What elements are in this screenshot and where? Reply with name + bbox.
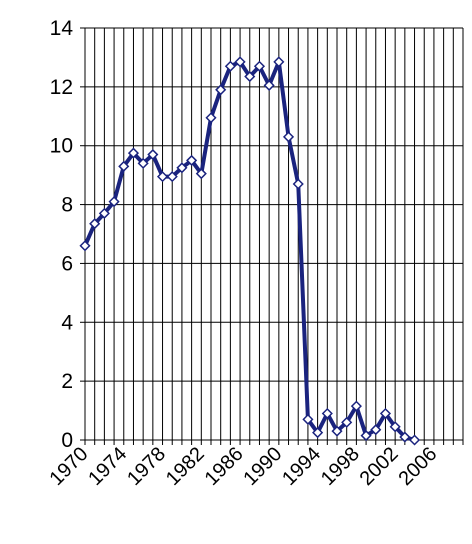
y-tick-label: 4 bbox=[61, 311, 73, 334]
data-point bbox=[176, 162, 188, 174]
x-tick-label: 2006 bbox=[394, 443, 441, 490]
data-point bbox=[341, 416, 353, 428]
x-tick-label: 1974 bbox=[84, 443, 131, 490]
data-point bbox=[224, 60, 236, 72]
data-point bbox=[379, 407, 392, 420]
data-point bbox=[234, 56, 246, 68]
data-point bbox=[370, 424, 382, 436]
data-point bbox=[399, 431, 411, 443]
x-tick-label: 1998 bbox=[317, 443, 364, 490]
y-tick-label: 6 bbox=[61, 252, 73, 275]
data-point bbox=[360, 430, 372, 442]
x-tick-label: 1970 bbox=[46, 443, 93, 490]
data-point bbox=[321, 407, 333, 420]
data-point bbox=[186, 154, 198, 166]
axes bbox=[80, 27, 464, 445]
x-tick-label: 1986 bbox=[201, 443, 248, 490]
y-tick-label: 8 bbox=[61, 194, 73, 217]
data-point bbox=[127, 147, 140, 159]
data-point bbox=[205, 112, 217, 124]
data-point bbox=[118, 160, 130, 172]
data-point bbox=[408, 434, 421, 446]
y-tick-label: 0 bbox=[61, 429, 73, 452]
data-point bbox=[253, 60, 266, 72]
data-point bbox=[137, 157, 149, 169]
data-point bbox=[263, 79, 275, 91]
data-point bbox=[166, 171, 178, 183]
data-point bbox=[312, 427, 324, 439]
y-tick-label: 10 bbox=[50, 135, 73, 158]
data-point bbox=[389, 421, 401, 433]
data-point bbox=[273, 56, 285, 68]
y-tick-label: 14 bbox=[50, 17, 74, 40]
data-point bbox=[244, 70, 256, 83]
data-point bbox=[147, 148, 159, 161]
data-point bbox=[195, 168, 207, 180]
x-tick-label: 1990 bbox=[239, 443, 286, 490]
data-point bbox=[282, 131, 295, 143]
y-tick-labels: 0 2 4 6 8 10 12 14 bbox=[50, 17, 74, 452]
y-tick-label: 2 bbox=[61, 370, 73, 393]
data-point bbox=[292, 178, 304, 190]
x-tick-label: 2002 bbox=[356, 443, 403, 490]
x-tick-label: 1978 bbox=[123, 443, 170, 490]
grid bbox=[85, 27, 464, 440]
data-point bbox=[215, 84, 227, 96]
x-tick-label: 1994 bbox=[278, 443, 325, 490]
x-tick-label: 1982 bbox=[162, 443, 209, 490]
data-point bbox=[108, 196, 120, 208]
data-point bbox=[350, 400, 362, 412]
y-tick-label: 12 bbox=[50, 76, 73, 99]
data-point bbox=[331, 425, 343, 437]
data-point bbox=[79, 240, 91, 252]
data-point bbox=[302, 413, 314, 425]
data-point bbox=[89, 218, 101, 230]
series bbox=[79, 56, 421, 446]
data-point bbox=[156, 171, 169, 183]
data-point bbox=[98, 207, 110, 219]
